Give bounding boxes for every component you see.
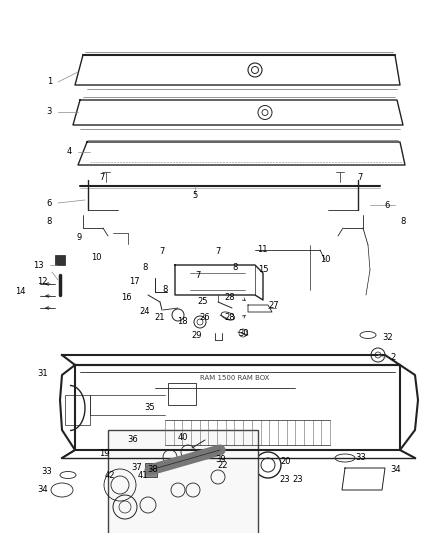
Text: 36: 36: [127, 435, 138, 445]
Text: 33: 33: [355, 454, 366, 463]
Text: 21: 21: [155, 313, 165, 322]
Text: 42: 42: [105, 471, 115, 480]
Bar: [65, 395, 90, 425]
Text: 29: 29: [191, 330, 202, 340]
Text: 27: 27: [268, 301, 279, 310]
Text: 31: 31: [37, 368, 48, 377]
Text: 8: 8: [162, 286, 168, 295]
Text: 37: 37: [131, 464, 142, 472]
Text: 8: 8: [400, 217, 406, 227]
Text: RAM 1500 RAM BOX: RAM 1500 RAM BOX: [200, 375, 270, 381]
Text: 25: 25: [198, 297, 208, 306]
Bar: [108, 430, 258, 533]
Bar: [55, 255, 65, 265]
Text: 28: 28: [224, 294, 235, 303]
Text: 9: 9: [77, 232, 82, 241]
Bar: [145, 463, 157, 477]
Text: 10: 10: [320, 255, 331, 264]
Text: 8: 8: [233, 263, 238, 272]
Text: 5: 5: [192, 190, 198, 199]
Text: 7: 7: [99, 174, 105, 182]
Text: 32: 32: [382, 333, 392, 342]
Text: 6: 6: [385, 200, 390, 209]
Text: 4: 4: [67, 148, 72, 157]
Text: 39: 39: [215, 456, 226, 464]
Text: 2: 2: [390, 353, 395, 362]
Text: 11: 11: [257, 246, 267, 254]
Text: 7: 7: [195, 271, 201, 279]
Text: 41: 41: [138, 471, 148, 480]
Text: 35: 35: [145, 403, 155, 413]
Text: 28: 28: [224, 313, 235, 322]
Text: 7: 7: [357, 174, 363, 182]
Text: 40: 40: [178, 433, 188, 442]
Text: 38: 38: [147, 465, 158, 474]
Text: 15: 15: [258, 265, 268, 274]
Text: 30: 30: [238, 328, 249, 337]
Text: 7: 7: [159, 247, 165, 256]
Text: 34: 34: [37, 486, 48, 495]
Text: 34: 34: [390, 465, 401, 474]
Text: 1: 1: [47, 77, 52, 86]
Text: 13: 13: [33, 261, 44, 270]
Text: 8: 8: [46, 217, 52, 227]
Text: 12: 12: [38, 278, 48, 287]
Text: 10: 10: [92, 254, 102, 262]
Bar: [168, 383, 196, 405]
Text: 19: 19: [99, 448, 110, 457]
Text: 6: 6: [46, 198, 52, 207]
Text: 33: 33: [41, 467, 52, 477]
Text: 22: 22: [218, 462, 228, 471]
Text: 23: 23: [280, 475, 290, 484]
Text: 20: 20: [280, 457, 290, 466]
Text: 3: 3: [46, 108, 52, 117]
Text: 26: 26: [199, 313, 210, 322]
Text: 18: 18: [177, 318, 188, 327]
Text: 16: 16: [121, 294, 132, 303]
Text: 14: 14: [15, 287, 26, 296]
Text: 24: 24: [139, 308, 150, 317]
Text: 17: 17: [129, 278, 140, 287]
Text: 23: 23: [292, 475, 303, 484]
Text: 7: 7: [215, 247, 221, 256]
Text: 8: 8: [143, 263, 148, 272]
